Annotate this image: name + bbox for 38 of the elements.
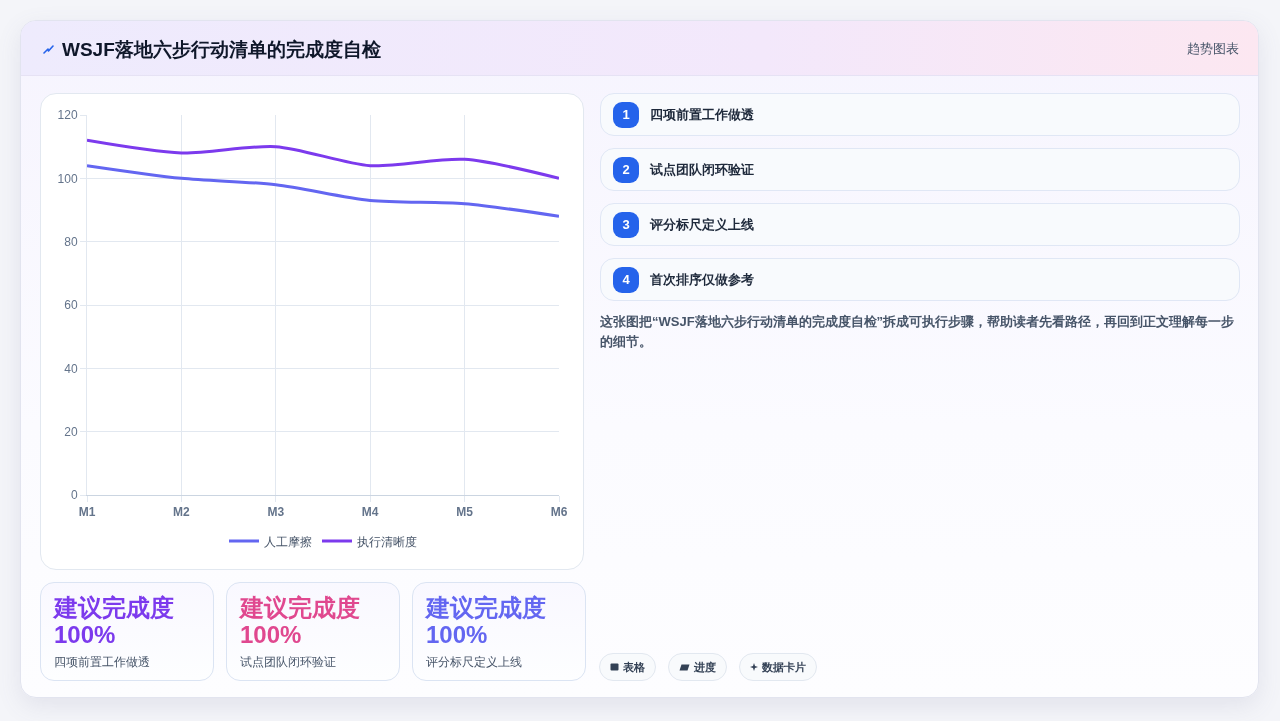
x-tick-label: M4: [361, 505, 379, 520]
text: 100%: [240, 621, 302, 648]
category-label: 评分标尺定义上线: [650, 216, 754, 234]
category-label: 进度: [694, 659, 716, 675]
x-tick-label: M6: [550, 505, 568, 520]
text: 试点团队闭环验证: [240, 654, 336, 671]
x-tick-label: M5: [456, 505, 474, 520]
text: 100%: [54, 621, 116, 648]
legend-label: 人工摩擦: [264, 534, 312, 549]
y-tick-label: 20: [64, 424, 78, 439]
text: 100%: [426, 621, 488, 648]
category-label: 数据卡片: [762, 659, 806, 675]
x-tick-label: M1: [78, 505, 96, 520]
text: 这张图把“WSJF落地六步行动清单的完成度自检”拆成可执行步骤，帮助读者先看路径，再回到正文理解每一步的细节。: [600, 313, 1236, 351]
text: 建议完成度: [240, 594, 360, 621]
y-tick-label: 100: [57, 171, 78, 186]
data-label: 4: [613, 267, 639, 293]
y-tick-label: 80: [64, 234, 78, 249]
y-tick-label: 40: [64, 361, 78, 376]
text: 建议完成度: [426, 594, 546, 621]
data-label: 1: [613, 102, 639, 128]
y-tick-label: 0: [70, 488, 78, 503]
text: 趋势图表: [1187, 40, 1239, 58]
y-tick-label: 60: [64, 298, 78, 313]
text: 四项前置工作做透: [54, 654, 150, 671]
category-label: 首次排序仅做参考: [650, 271, 754, 289]
category-label: 表格: [623, 659, 645, 675]
x-tick-label: M3: [267, 505, 285, 520]
data-label: 2: [613, 157, 639, 183]
x-tick-label: M2: [173, 505, 191, 520]
category-label: 四项前置工作做透: [650, 106, 754, 124]
legend-label: 执行清晰度: [357, 534, 417, 549]
category-label: 试点团队闭环验证: [650, 161, 754, 179]
text: WSJF落地六步行动清单的完成度自检: [62, 38, 381, 62]
data-label: 3: [613, 212, 639, 238]
text: 建议完成度: [54, 594, 174, 621]
y-tick-label: 120: [57, 108, 78, 123]
text: 评分标尺定义上线: [426, 654, 522, 671]
